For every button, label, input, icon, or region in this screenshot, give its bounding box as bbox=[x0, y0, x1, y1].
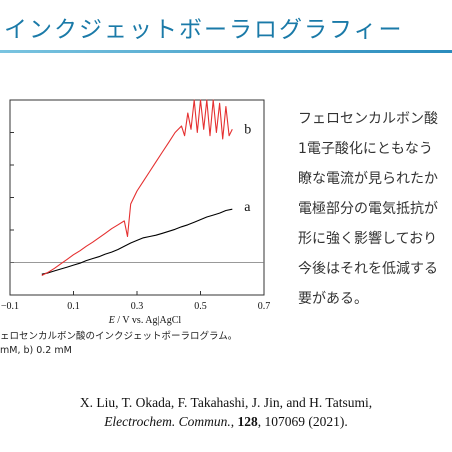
body-line: 1電子酸化にともなう bbox=[298, 141, 433, 157]
x-tick-label: 0.1 bbox=[67, 301, 80, 312]
slide-title-bar: インクジェットボーラログラフィー bbox=[0, 0, 452, 58]
citation-sep: , bbox=[230, 414, 238, 429]
x-tick-label: 0.5 bbox=[194, 301, 207, 312]
body-line: フェロセンカルボン酸 bbox=[298, 111, 438, 127]
citation: X. Liu, T. Okada, F. Takahashi, J. Jin, … bbox=[0, 393, 452, 431]
plot-frame bbox=[9, 99, 265, 296]
body-line: 要がある。 bbox=[298, 291, 368, 307]
body-line: 瞭な電流が見られたか bbox=[298, 171, 438, 187]
explanation-text: フェロセンカルボン酸 1電子酸化にともなう 瞭な電流が見られたか 電極部分の電気… bbox=[298, 104, 452, 314]
title-underline bbox=[0, 50, 452, 53]
caption-line-2: mM, b) 0.2 mM bbox=[0, 345, 72, 356]
caption-line-1: ェロセンカルボン酸のインクジェットポーラログラム。 bbox=[0, 331, 238, 342]
series-line-a bbox=[41, 208, 233, 275]
slide-title: インクジェットボーラログラフィー bbox=[4, 17, 404, 43]
body-line: 電極部分の電気抵抗が bbox=[298, 201, 438, 217]
x-tick-label: −0.1 bbox=[1, 301, 19, 312]
citation-journal: Electrochem. Commun. bbox=[104, 414, 231, 429]
x-tick-labels: −0.1 0.1 0.3 0.5 0.7 bbox=[1, 301, 270, 312]
citation-rest: , 107069 (2021). bbox=[257, 414, 348, 429]
body-line: 形に強く影響しており bbox=[298, 231, 438, 247]
body-line: 今後はそれを低減する bbox=[298, 261, 438, 277]
x-axis-label: E / V vs. Ag|AgCl bbox=[108, 315, 182, 326]
citation-source: Electrochem. Commun., 128, 107069 (2021)… bbox=[0, 412, 452, 431]
plot-border bbox=[9, 99, 265, 296]
polarogram-chart: −0.1 0.1 0.3 0.5 0.7 b a E / V vs. Ag|AgCl bbox=[1, 99, 270, 326]
figure-caption: ェロセンカルボン酸のインクジェットポーラログラム。 mM, b) 0.2 mM bbox=[0, 330, 237, 358]
series-label-b: b bbox=[244, 122, 251, 137]
plot-series bbox=[41, 99, 233, 276]
series-line-b bbox=[41, 99, 233, 276]
citation-authors: X. Liu, T. Okada, F. Takahashi, J. Jin, … bbox=[79, 395, 373, 410]
series-label-a: a bbox=[244, 200, 251, 215]
x-tick-label: 0.7 bbox=[258, 301, 271, 312]
x-tick-label: 0.3 bbox=[131, 301, 144, 312]
citation-volume: 128 bbox=[237, 414, 258, 429]
